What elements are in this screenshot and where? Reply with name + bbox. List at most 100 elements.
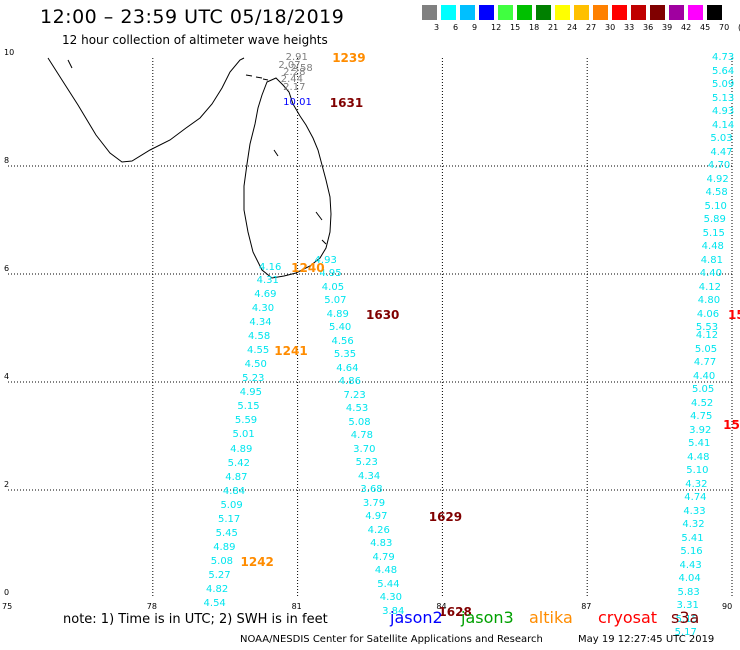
wave-height-value: 4.74 [684, 492, 707, 504]
wave-height-value: 4.32 [685, 478, 708, 490]
color-scale-swatch [707, 5, 722, 20]
wave-height-value: 5.13 [712, 92, 735, 104]
lon-tick-label: 78 [146, 602, 157, 611]
credit-line: NOAA/NESDIS Center for Satellite Applica… [240, 634, 543, 645]
wave-height-value: 4.16 [259, 261, 282, 273]
lon-tick-label: 84 [436, 602, 447, 611]
legend-cryosat: cryosat [598, 608, 658, 627]
wave-height-value: 5.17 [674, 627, 697, 639]
wave-height-value: 5.45 [215, 527, 238, 539]
wave-height-value: 4.47 [710, 146, 733, 158]
lat-tick-label: 4 [4, 372, 10, 381]
wave-height-value: 5.08 [210, 555, 234, 567]
color-scale-label: 9 [472, 23, 478, 32]
wave-height-value: 4.48 [687, 451, 710, 463]
wave-height-value: 4.89 [213, 541, 236, 553]
color-scale-label: 30 [605, 23, 616, 32]
wave-height-value: 5.10 [704, 200, 727, 212]
lat-tick-label: 10 [4, 48, 15, 57]
color-scale-label: 45 [700, 23, 711, 32]
wave-height-value: 4.58 [247, 331, 271, 343]
wave-height-value: 5.09 [712, 79, 735, 90]
adams-bridge-islands [245, 74, 269, 81]
wave-height-value: 5.59 [234, 415, 258, 427]
wave-height-value: 5.42 [227, 457, 250, 469]
wave-height-value: 4.80 [697, 295, 721, 306]
wave-height-value: 5.16 [680, 546, 703, 558]
wave-height-value: 4.73 [712, 52, 735, 63]
wave-height-value: 3.79 [362, 497, 386, 509]
wave-height-value: 3.31 [676, 600, 699, 612]
wave-height-value: 4.84 [222, 485, 246, 497]
color-scale-swatch [460, 5, 475, 20]
pass-time-label: 15 [728, 307, 740, 322]
color-scale-swatch [688, 5, 703, 20]
wave-height-value: 4.97 [365, 511, 388, 522]
lat-tick-label: 2 [4, 480, 10, 489]
pass-time-label: 1240 [291, 260, 325, 275]
pass-time-label: 1241 [274, 344, 308, 359]
wave-height-value: 4.30 [251, 303, 275, 315]
wave-height-value: 2.44 [280, 73, 304, 85]
wave-height-value: 5.23 [355, 457, 378, 468]
color-scale-label: 6 [453, 23, 459, 32]
pass-time-label: 1630 [366, 307, 400, 322]
legend-s3a: s3a [671, 608, 700, 627]
wave-height-value: 4.93 [314, 254, 337, 266]
wave-height-value: 4.34 [249, 317, 272, 329]
wave-height-value: 4.89 [326, 308, 349, 320]
color-scale-swatch [593, 5, 608, 20]
wave-height-value: 4.12 [698, 281, 722, 293]
pass-time-label: 150 [723, 418, 740, 433]
color-scale-swatch [441, 5, 456, 20]
color-scale-label: 18 [529, 23, 540, 32]
color-scale-label: 12 [491, 23, 502, 32]
wave-height-value: 5.41 [681, 532, 704, 544]
lat-tick-label: 6 [4, 264, 10, 273]
pass-time-label: 1629 [428, 510, 463, 524]
wave-height-value: 10.01 [283, 96, 312, 108]
wave-height-value: 5.23 [242, 373, 265, 385]
wave-height-value: 4.56 [331, 335, 354, 347]
lat-tick-label: 8 [4, 156, 10, 165]
wave-height-value: 5.15 [675, 613, 698, 625]
wave-height-value: 5.05 [692, 384, 715, 396]
wave-height-value: 4.26 [367, 524, 390, 536]
legend-jason3: jason3 [461, 608, 514, 627]
lat-tick-label: 0 [4, 588, 10, 597]
wave-height-value: 4.43 [679, 559, 702, 571]
wave-height-value: 5.64 [712, 65, 735, 77]
map-title: 12:00 – 23:59 UTC 05/18/2019 [40, 6, 345, 28]
wave-height-value: 2.58 [290, 62, 313, 74]
wave-height-value: 4.06 [696, 308, 720, 320]
color-scale-swatch [650, 5, 665, 20]
color-scale-swatch [669, 5, 684, 20]
wave-height-value: 4.89 [230, 443, 253, 455]
wave-height-value: 5.89 [703, 214, 726, 225]
wave-height-value: 4.82 [205, 583, 229, 595]
wave-height-value: 4.40 [692, 370, 716, 382]
wave-height-value: 4.34 [358, 470, 381, 482]
wave-height-value: 5.01 [232, 429, 255, 441]
wave-height-value: 5.08 [348, 416, 371, 428]
wave-height-value: 5.35 [333, 349, 357, 360]
wave-height-value: 4.54 [203, 597, 226, 609]
color-scale-swatch [517, 5, 532, 20]
sri-lanka-coastline [243, 77, 332, 279]
map-subtitle: 12 hour collection of altimeter wave hei… [62, 33, 328, 47]
color-scale-label: 21 [548, 23, 559, 32]
wave-height-value: 5.44 [377, 578, 400, 590]
map-grid [8, 58, 733, 598]
wave-height-value: 5.15 [237, 401, 260, 413]
legend-jason2: jason2 [390, 608, 443, 627]
wave-height-value: 4.92 [706, 173, 729, 185]
wave-height-value: 4.95 [239, 387, 262, 399]
wave-height-value: 4.69 [254, 289, 277, 301]
wave-height-value: 4.87 [225, 471, 248, 483]
wave-height-value: 4.86 [338, 376, 361, 387]
color-scale-swatch [498, 5, 513, 20]
lon-tick-label: 90 [722, 602, 733, 611]
color-scale-swatch [631, 5, 646, 20]
wave-height-value: 5.03 [710, 133, 733, 144]
